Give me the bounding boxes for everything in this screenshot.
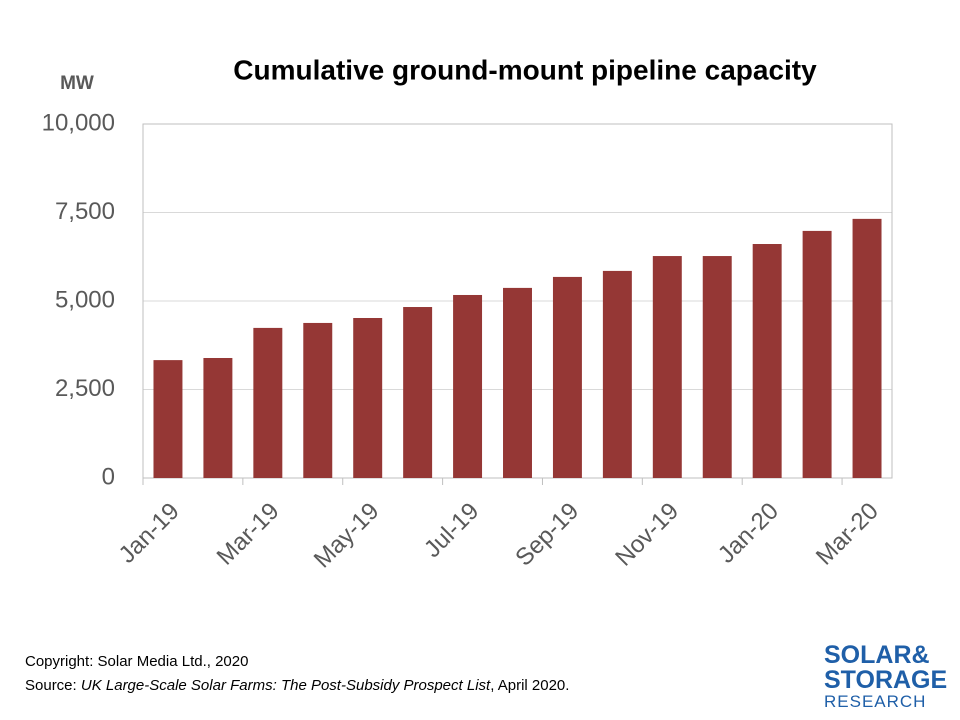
bar (802, 230, 832, 478)
y-axis-label: MW (60, 73, 94, 94)
y-tick-label: 5,000 (55, 286, 115, 313)
bar (353, 317, 383, 478)
logo-line1: SOLAR& (824, 641, 930, 669)
x-tick-label: May-19 (309, 498, 385, 574)
source: Source: UK Large-Scale Solar Farms: The … (25, 677, 569, 694)
bar (852, 218, 882, 478)
bar (153, 360, 183, 478)
y-tick-label: 0 (102, 463, 115, 490)
y-tick-label: 2,500 (55, 375, 115, 402)
x-tick-label: Nov-19 (610, 498, 684, 572)
x-tick-label: Jan-19 (114, 498, 185, 569)
source-suffix: , April 2020. (490, 677, 570, 694)
bar (552, 276, 582, 478)
bar (503, 287, 532, 478)
x-tick-label: Mar-19 (212, 498, 285, 571)
bar (453, 294, 483, 478)
x-tick-label: Jan-20 (713, 498, 784, 569)
y-tick-label: 10,000 (42, 109, 115, 136)
x-tick-label: Mar-20 (811, 498, 884, 571)
bar (303, 322, 333, 478)
bar (253, 327, 283, 478)
x-tick-label: Jul-19 (419, 498, 484, 563)
chart-title: Cumulative ground-mount pipeline capacit… (233, 54, 817, 85)
source-prefix: Source: (25, 677, 81, 694)
chart: Cumulative ground-mount pipeline capacit… (42, 54, 893, 574)
x-tick-label: Sep-19 (510, 498, 584, 572)
copyright: Copyright: Solar Media Ltd., 2020 (25, 653, 249, 670)
bar (602, 270, 632, 478)
bar (702, 256, 732, 478)
logo-line3: RESEARCH (824, 692, 927, 711)
logo-line2: STORAGE (824, 666, 948, 694)
bar (652, 256, 682, 478)
bar (403, 307, 433, 478)
source-title: UK Large-Scale Solar Farms: The Post-Sub… (80, 677, 491, 694)
y-tick-label: 7,500 (55, 198, 115, 225)
bar (203, 357, 233, 478)
bar (752, 244, 782, 478)
